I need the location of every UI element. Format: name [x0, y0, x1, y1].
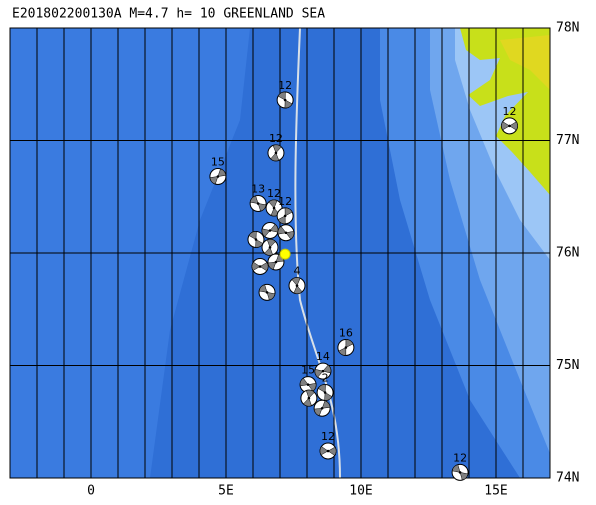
center-dot: [320, 406, 324, 410]
focal-mechanism: [501, 117, 518, 135]
focal-mechanism: [316, 384, 334, 401]
focal-mechanism: [247, 231, 265, 248]
lat-label: 77N: [556, 133, 579, 148]
compression-quadrant: [313, 400, 331, 417]
depth-label: 12: [503, 105, 517, 118]
focal-mechanism: [277, 224, 295, 242]
epicenter: [279, 248, 291, 260]
focal-mechanism: [209, 168, 227, 185]
center-dot: [458, 471, 462, 474]
center-dot: [284, 231, 288, 235]
focal-mechanism: [300, 389, 318, 407]
focal-mechanism: [267, 253, 285, 271]
depth-label: 12: [453, 451, 467, 464]
focal-mechanism: [337, 339, 355, 356]
focal-mechanism: [261, 238, 279, 256]
center-dot: [216, 175, 220, 178]
focal-mechanism: [288, 277, 306, 295]
focal-mechanism: [451, 463, 469, 481]
lat-label: 75N: [556, 358, 579, 373]
depth-label: 4: [294, 265, 301, 278]
center-dot: [268, 229, 272, 232]
depth-label: 12: [321, 430, 335, 443]
lon-label: 5E: [218, 484, 234, 499]
center-dot: [508, 124, 511, 128]
center-dot: [254, 238, 258, 241]
focal-mechanism: [261, 222, 279, 239]
compression-quadrant: [258, 284, 276, 301]
focal-mechanism: [276, 91, 294, 109]
lon-label: 0: [87, 484, 95, 499]
focal-mechanism: [276, 207, 294, 225]
center-dot: [272, 206, 276, 210]
title: E201802200130A M=4.7 h= 10 GREENLAND SEA: [12, 7, 325, 22]
focal-mechanism: [249, 195, 267, 212]
depth-label: 12: [267, 187, 281, 200]
center-dot: [274, 151, 278, 155]
depth-label: 12: [269, 132, 283, 145]
center-dot: [323, 391, 327, 394]
compression-quadrant: [303, 389, 315, 407]
center-dot: [295, 284, 299, 287]
compression-quadrant: [209, 168, 227, 185]
center-dot: [283, 214, 287, 218]
center-dot: [344, 346, 348, 349]
center-dot: [283, 98, 287, 102]
lon-label: 15E: [484, 484, 507, 499]
depth-label: 2: [322, 372, 329, 385]
focal-mechanism: [267, 144, 285, 162]
lat-label: 74N: [556, 471, 579, 486]
depth-label: 13: [251, 183, 265, 196]
center-dot: [326, 449, 330, 453]
center-dot: [265, 291, 269, 294]
center-dot: [321, 369, 325, 373]
focal-mechanism: [314, 362, 332, 380]
lat-label: 78N: [556, 21, 579, 36]
compression-quadrant: [338, 339, 354, 356]
depth-label: 12: [278, 79, 292, 92]
depth-label: 15: [211, 156, 225, 169]
depth-label: 15: [301, 364, 315, 377]
focal-mechanism: [258, 283, 276, 301]
center-dot: [306, 383, 310, 386]
depth-label: 14: [316, 350, 330, 363]
center-dot: [268, 246, 272, 249]
depth-label: 12: [278, 195, 292, 208]
center-dot: [258, 265, 262, 268]
focal-mechanism: [251, 258, 269, 275]
focal-mechanism: [319, 442, 337, 460]
center-dot: [307, 396, 311, 400]
lon-label: 10E: [349, 484, 372, 499]
depth-label: 16: [339, 327, 353, 340]
compression-quadrant: [270, 144, 282, 162]
compression-quadrant: [451, 464, 469, 481]
lat-label: 76N: [556, 246, 579, 261]
compression-quadrant: [277, 207, 293, 225]
focal-mechanism: [313, 399, 331, 417]
compression-quadrant: [249, 195, 267, 212]
compression-quadrant: [291, 277, 303, 294]
center-dot: [274, 260, 278, 264]
center-dot: [256, 202, 260, 205]
